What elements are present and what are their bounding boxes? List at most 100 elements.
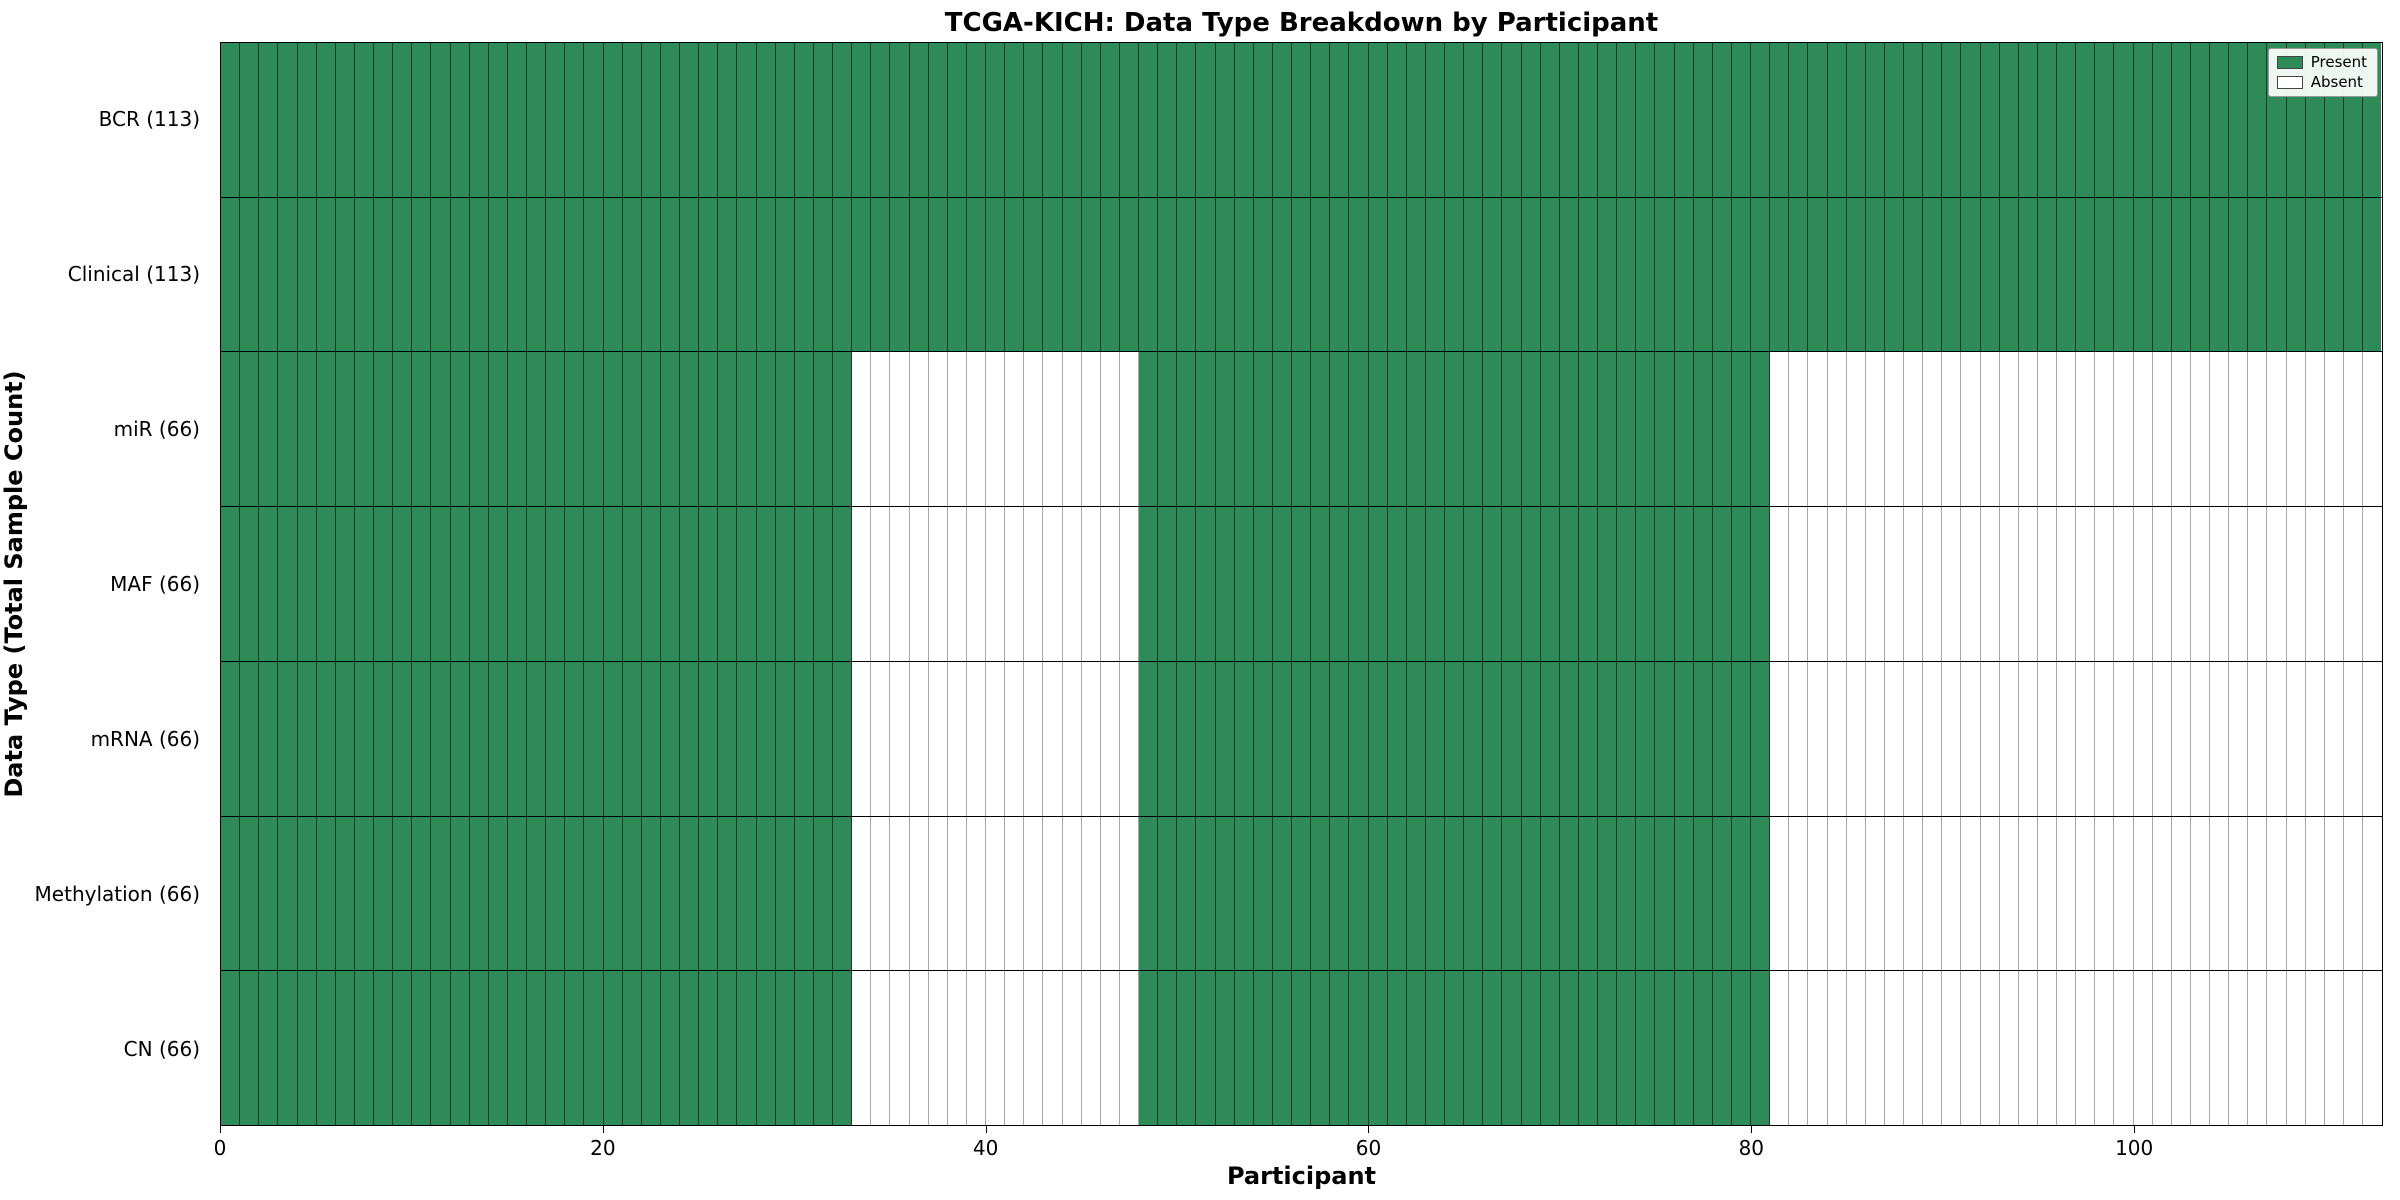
heatmap-cell — [469, 971, 489, 1126]
heatmap-cell — [1215, 507, 1235, 661]
heatmap-cell — [737, 197, 757, 352]
heatmap-cell — [1119, 352, 1139, 507]
heatmap-cell — [1253, 661, 1273, 816]
heatmap-cell — [507, 816, 527, 971]
heatmap-cell — [1999, 971, 2019, 1126]
y-tick-label: Clinical (113) — [67, 262, 200, 287]
heatmap-cell — [1043, 661, 1063, 816]
x-tick-mark — [1751, 1126, 1753, 1133]
heatmap-cell — [565, 43, 585, 197]
heatmap-cell — [2267, 971, 2287, 1126]
heatmap-cell — [1330, 816, 1350, 971]
heatmap-cell — [1177, 661, 1197, 816]
heatmap-cell — [1005, 971, 1025, 1126]
heatmap-cell — [1808, 971, 1828, 1126]
heatmap-cell — [756, 507, 776, 661]
heatmap-cell — [1942, 661, 1962, 816]
heatmap-cell — [1827, 352, 1847, 507]
heatmap-cell — [1712, 507, 1732, 661]
legend-entry-absent: Absent — [2276, 75, 2367, 90]
heatmap-cell — [450, 816, 470, 971]
heatmap-cell — [1598, 661, 1618, 816]
heatmap-cell — [374, 43, 394, 197]
heatmap-cell — [507, 197, 527, 352]
heatmap-cell — [1081, 43, 1101, 197]
heatmap-cell — [2305, 816, 2325, 971]
heatmap-cell — [2324, 352, 2344, 507]
heatmap-cell — [680, 661, 700, 816]
heatmap-cell — [469, 352, 489, 507]
heatmap-cell — [660, 43, 680, 197]
heatmap-cell — [2037, 661, 2057, 816]
heatmap-cell — [2267, 352, 2287, 507]
heatmap-cell — [1674, 507, 1694, 661]
heatmap-cell — [2229, 197, 2249, 352]
heatmap-cell — [1578, 507, 1598, 661]
heatmap-cell — [240, 971, 260, 1126]
heatmap-cell — [1081, 197, 1101, 352]
heatmap-row — [221, 661, 2382, 817]
heatmap-cell — [1024, 352, 1044, 507]
heatmap-cell — [1483, 971, 1503, 1126]
heatmap-cell — [2037, 971, 2057, 1126]
heatmap-cell — [2037, 816, 2057, 971]
heatmap-cell — [469, 43, 489, 197]
heatmap-cell — [1846, 971, 1866, 1126]
heatmap-cell — [1062, 197, 1082, 352]
heatmap-cell — [680, 352, 700, 507]
heatmap-cell — [1196, 816, 1216, 971]
heatmap-cell — [584, 816, 604, 971]
heatmap-cell — [756, 197, 776, 352]
x-tick-mark — [602, 1126, 604, 1133]
heatmap-cell — [2171, 971, 2191, 1126]
y-tick-label: mRNA (66) — [90, 726, 200, 751]
heatmap-cell — [1425, 43, 1445, 197]
heatmap-cell — [1559, 43, 1579, 197]
heatmap-cell — [1253, 43, 1273, 197]
heatmap-cell — [1731, 971, 1751, 1126]
heatmap-cell — [947, 352, 967, 507]
heatmap-cell — [469, 661, 489, 816]
heatmap-cell — [1062, 816, 1082, 971]
heatmap-cell — [374, 197, 394, 352]
heatmap-cell — [1598, 352, 1618, 507]
heatmap-cell — [1234, 661, 1254, 816]
heatmap-cell — [1731, 507, 1751, 661]
heatmap-cell — [928, 816, 948, 971]
heatmap-cell — [527, 661, 547, 816]
heatmap-cell — [1674, 816, 1694, 971]
heatmap-cell — [1234, 197, 1254, 352]
x-tick-mark — [2134, 1126, 2136, 1133]
heatmap-cell — [1559, 507, 1579, 661]
heatmap-cell — [1961, 197, 1981, 352]
heatmap-cell — [1789, 197, 1809, 352]
heatmap-cell — [2190, 816, 2210, 971]
heatmap-cell — [2057, 352, 2077, 507]
heatmap-cell — [2133, 507, 2153, 661]
heatmap-cell — [2133, 43, 2153, 197]
heatmap-cell — [2018, 971, 2038, 1126]
heatmap-cell — [1215, 43, 1235, 197]
heatmap-cell — [603, 43, 623, 197]
heatmap-cell — [2229, 816, 2249, 971]
heatmap-cell — [1024, 816, 1044, 971]
heatmap-cell — [718, 971, 738, 1126]
heatmap-cell — [1464, 507, 1484, 661]
heatmap-cell — [2248, 507, 2268, 661]
heatmap-cell — [2152, 352, 2172, 507]
heatmap-cell — [890, 971, 910, 1126]
heatmap-cell — [2095, 661, 2115, 816]
heatmap-cell — [1865, 971, 1885, 1126]
heatmap-cell — [1005, 661, 1025, 816]
heatmap-cell — [775, 352, 795, 507]
heatmap-cell — [1846, 507, 1866, 661]
heatmap-cell — [756, 816, 776, 971]
heatmap-cell — [909, 43, 929, 197]
heatmap-cell — [1521, 816, 1541, 971]
heatmap-cell — [1961, 661, 1981, 816]
heatmap-cell — [2229, 507, 2249, 661]
heatmap-cell — [278, 43, 298, 197]
heatmap-cell — [680, 43, 700, 197]
heatmap-cell — [737, 352, 757, 507]
heatmap-cell — [1043, 816, 1063, 971]
